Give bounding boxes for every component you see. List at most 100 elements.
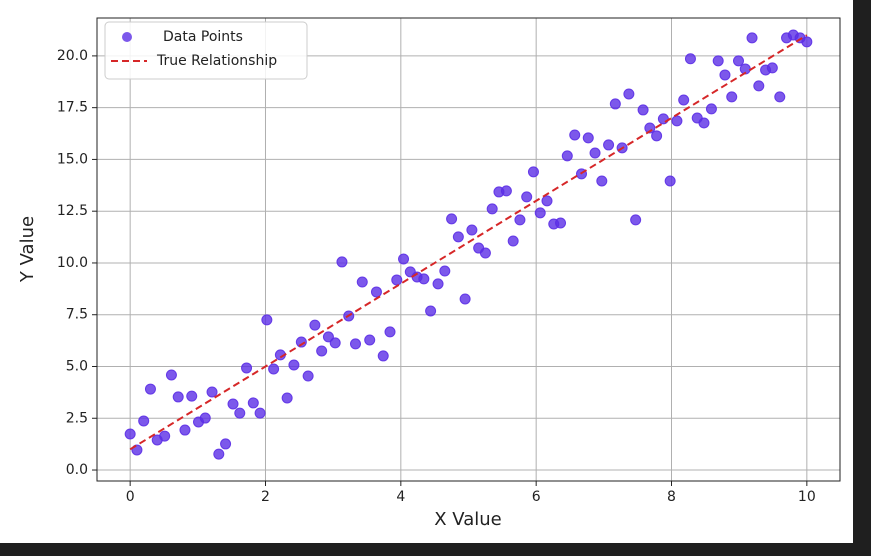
data-point: [486, 203, 498, 215]
data-point: [241, 362, 253, 374]
data-point: [418, 273, 430, 285]
y-tick-label: 5.0: [66, 358, 88, 374]
x-tick-label: 6: [532, 489, 541, 505]
data-point: [398, 253, 410, 265]
data-point: [712, 55, 724, 67]
data-point: [541, 195, 553, 207]
data-point: [569, 129, 581, 141]
data-point: [206, 386, 218, 398]
data-point: [302, 370, 314, 382]
data-point: [657, 113, 669, 125]
data-point: [500, 185, 512, 197]
data-point: [295, 336, 307, 348]
y-tick-label: 7.5: [66, 307, 88, 323]
data-point: [603, 139, 615, 151]
y-tick-label: 2.5: [66, 410, 88, 426]
data-point: [227, 398, 239, 410]
x-tick-label: 2: [261, 489, 270, 505]
data-point: [684, 53, 696, 65]
x-tick-label: 0: [126, 489, 135, 505]
trend-line: [129, 34, 808, 451]
data-point: [479, 247, 491, 259]
data-point: [459, 293, 471, 305]
data-point: [555, 217, 567, 229]
data-point: [766, 62, 778, 74]
data-point: [753, 80, 765, 92]
data-point: [172, 391, 184, 403]
y-tick-label: 12.5: [57, 203, 88, 219]
data-point: [186, 390, 198, 402]
data-point: [261, 314, 273, 326]
data-point: [527, 166, 539, 178]
data-point: [247, 397, 259, 409]
data-point: [678, 94, 690, 106]
data-point: [582, 132, 594, 144]
data-point: [268, 363, 280, 375]
plot-frame: [96, 17, 841, 482]
data-point: [309, 319, 321, 331]
x-tick-label: 4: [396, 489, 405, 505]
legend-marker: [122, 32, 132, 42]
data-point: [439, 265, 451, 277]
legend: Data Points True Relationship: [104, 21, 308, 80]
data-point: [370, 286, 382, 298]
data-point: [254, 407, 266, 419]
y-tick-label: 10.0: [57, 255, 88, 271]
data-point: [213, 448, 225, 460]
data-point: [384, 326, 396, 338]
data-point: [623, 88, 635, 100]
data-point: [596, 175, 608, 187]
data-point: [664, 175, 676, 187]
x-tick-label: 8: [667, 489, 676, 505]
data-point: [705, 103, 717, 115]
data-point: [746, 32, 758, 44]
data-point: [609, 98, 621, 110]
legend-label: Data Points: [163, 29, 243, 45]
data-point: [561, 150, 573, 162]
data-point: [356, 276, 368, 288]
data-point: [220, 438, 232, 450]
data-point: [281, 392, 293, 404]
data-point: [446, 213, 458, 225]
x-tick-label: 10: [798, 489, 816, 505]
data-point: [364, 334, 376, 346]
data-point: [138, 415, 150, 427]
data-point: [165, 369, 177, 381]
data-point: [732, 55, 744, 67]
data-point: [336, 256, 348, 268]
data-point: [288, 359, 300, 371]
data-point: [589, 147, 601, 159]
data-point: [507, 235, 519, 247]
y-tick-label: 0.0: [66, 462, 88, 478]
data-point: [179, 424, 191, 436]
data-point: [801, 36, 813, 48]
y-axis-label: Y Value: [17, 216, 38, 283]
data-point: [534, 207, 546, 219]
y-tick-label: 17.5: [57, 100, 88, 116]
data-point: [316, 345, 328, 357]
data-point: [425, 305, 437, 317]
data-point: [432, 278, 444, 290]
data-point: [452, 231, 464, 243]
data-point: [377, 350, 389, 362]
data-point: [124, 428, 136, 440]
data-point: [322, 331, 334, 343]
data-point: [637, 104, 649, 116]
y-tick-label: 20.0: [57, 48, 88, 64]
data-point: [349, 338, 361, 350]
data-point: [726, 91, 738, 103]
data-point: [514, 214, 526, 226]
x-axis-label: X Value: [434, 509, 501, 530]
data-point: [199, 412, 211, 424]
data-point: [671, 115, 683, 127]
data-point: [651, 130, 663, 142]
data-point: [698, 117, 710, 129]
legend-label: True Relationship: [156, 53, 277, 69]
data-point: [466, 224, 478, 236]
data-point: [159, 430, 171, 442]
data-point: [630, 214, 642, 226]
chart: X Value Y Value 0 2 4 6 8 10 0.0 2.5 5.0 7.5 10.0 1…: [0, 0, 853, 543]
data-point: [774, 91, 786, 103]
data-point: [719, 69, 731, 81]
